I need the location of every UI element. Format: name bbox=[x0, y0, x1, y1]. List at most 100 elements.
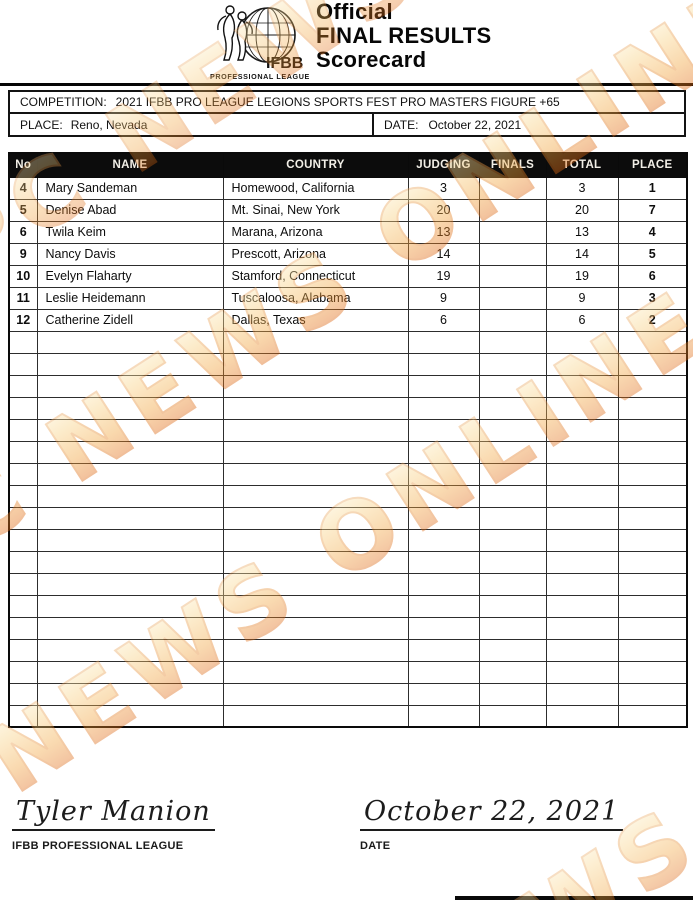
cell-finals bbox=[478, 308, 547, 332]
cell-judging bbox=[407, 616, 480, 640]
cell-finals bbox=[478, 528, 547, 552]
cell-no: 9 bbox=[8, 242, 38, 266]
cell-name bbox=[36, 440, 224, 464]
cell-judging bbox=[407, 484, 480, 508]
cell-finals bbox=[478, 374, 547, 398]
column-header: No bbox=[8, 152, 38, 178]
table-row: 9 Nancy Davis Prescott, Arizona 14 14 5 bbox=[8, 242, 688, 266]
cell-name bbox=[36, 572, 224, 596]
cell-name: Denise Abad bbox=[36, 198, 224, 222]
cell-name bbox=[36, 704, 224, 728]
cell-name bbox=[36, 352, 224, 376]
cell-country bbox=[222, 550, 409, 574]
date-label: DATE: bbox=[384, 117, 419, 132]
cell-no bbox=[8, 682, 38, 706]
table-row bbox=[8, 396, 688, 420]
place-cell: PLACE: Reno, Nevada bbox=[10, 114, 374, 135]
cell-finals bbox=[478, 572, 547, 596]
cell-judging: 3 bbox=[407, 176, 480, 200]
cell-judging bbox=[407, 528, 480, 552]
cell-judging: 20 bbox=[407, 198, 480, 222]
table-row bbox=[8, 462, 688, 486]
cell-judging: 9 bbox=[407, 286, 480, 310]
cell-no: 10 bbox=[8, 264, 38, 288]
cell-total bbox=[545, 418, 619, 442]
column-header: TOTAL bbox=[545, 152, 619, 178]
cell-no bbox=[8, 572, 38, 596]
cell-place: 3 bbox=[617, 286, 688, 310]
cell-finals bbox=[478, 176, 547, 200]
ifbb-logo: IFBB PROFESSIONAL LEAGUE bbox=[210, 5, 309, 81]
cell-country bbox=[222, 462, 409, 486]
table-row bbox=[8, 616, 688, 640]
competition-value: 2021 IFBB PRO LEAGUE LEGIONS SPORTS FEST… bbox=[115, 95, 560, 109]
cell-place bbox=[617, 704, 688, 728]
table-row: 10 Evelyn Flaharty Stamford, Connecticut 19… bbox=[8, 264, 688, 288]
cell-no bbox=[8, 418, 38, 442]
cell-total: 19 bbox=[545, 264, 619, 288]
cell-finals bbox=[478, 638, 547, 662]
cell-total bbox=[545, 528, 619, 552]
document-title: Official FINAL RESULTS Scorecard bbox=[316, 0, 491, 72]
table-row: 5 Denise Abad Mt. Sinai, New York 20 20 7 bbox=[8, 198, 688, 222]
cell-judging bbox=[407, 418, 480, 442]
cell-judging bbox=[407, 440, 480, 464]
table-row: 4 Mary Sandeman Homewood, California 3 3 1 bbox=[8, 176, 688, 200]
cell-judging bbox=[407, 660, 480, 684]
cell-name bbox=[36, 484, 224, 508]
cell-no bbox=[8, 528, 38, 552]
cell-total bbox=[545, 638, 619, 662]
table-row bbox=[8, 528, 688, 552]
table-row bbox=[8, 572, 688, 596]
cell-place bbox=[617, 352, 688, 376]
cell-finals bbox=[478, 440, 547, 464]
cell-judging bbox=[407, 352, 480, 376]
cell-total bbox=[545, 572, 619, 596]
date-signature-block: October 22, 2021 DATE bbox=[360, 796, 624, 852]
cell-no: 6 bbox=[8, 220, 38, 244]
cell-name: Twila Keim bbox=[36, 220, 224, 244]
cell-no bbox=[8, 462, 38, 486]
place-date-row: PLACE: Reno, Nevada DATE: October 22, 20… bbox=[10, 114, 684, 135]
cell-total bbox=[545, 506, 619, 530]
cell-judging: 14 bbox=[407, 242, 480, 266]
cell-total: 9 bbox=[545, 286, 619, 310]
cell-country bbox=[222, 484, 409, 508]
cell-finals bbox=[478, 682, 547, 706]
cell-country bbox=[222, 682, 409, 706]
cell-finals bbox=[478, 616, 547, 640]
table-row bbox=[8, 418, 688, 442]
cell-place: 7 bbox=[617, 198, 688, 222]
cell-no: 12 bbox=[8, 308, 38, 332]
cell-judging bbox=[407, 550, 480, 574]
cell-country: Dallas, Texas bbox=[222, 308, 409, 332]
cell-no bbox=[8, 352, 38, 376]
cell-total bbox=[545, 374, 619, 398]
bottom-edge-bar bbox=[455, 896, 693, 900]
cell-total bbox=[545, 594, 619, 618]
cell-country: Tuscaloosa, Alabama bbox=[222, 286, 409, 310]
cell-place bbox=[617, 550, 688, 574]
cell-name: Leslie Heidemann bbox=[36, 286, 224, 310]
cell-place bbox=[617, 572, 688, 596]
cell-name bbox=[36, 418, 224, 442]
cell-judging bbox=[407, 396, 480, 420]
cell-place bbox=[617, 330, 688, 354]
posing-figures-icon bbox=[217, 5, 253, 61]
cell-country: Stamford, Connecticut bbox=[222, 264, 409, 288]
ifbb-wordmark: IFBB bbox=[266, 55, 303, 72]
cell-finals bbox=[478, 396, 547, 420]
table-row bbox=[8, 660, 688, 684]
cell-place bbox=[617, 616, 688, 640]
cell-total bbox=[545, 704, 619, 728]
cell-finals bbox=[478, 484, 547, 508]
cell-name bbox=[36, 330, 224, 354]
cell-place bbox=[617, 462, 688, 486]
cell-place: 6 bbox=[617, 264, 688, 288]
cell-finals bbox=[478, 264, 547, 288]
cell-place: 2 bbox=[617, 308, 688, 332]
cell-total bbox=[545, 352, 619, 376]
cell-name: Nancy Davis bbox=[36, 242, 224, 266]
cell-country bbox=[222, 594, 409, 618]
